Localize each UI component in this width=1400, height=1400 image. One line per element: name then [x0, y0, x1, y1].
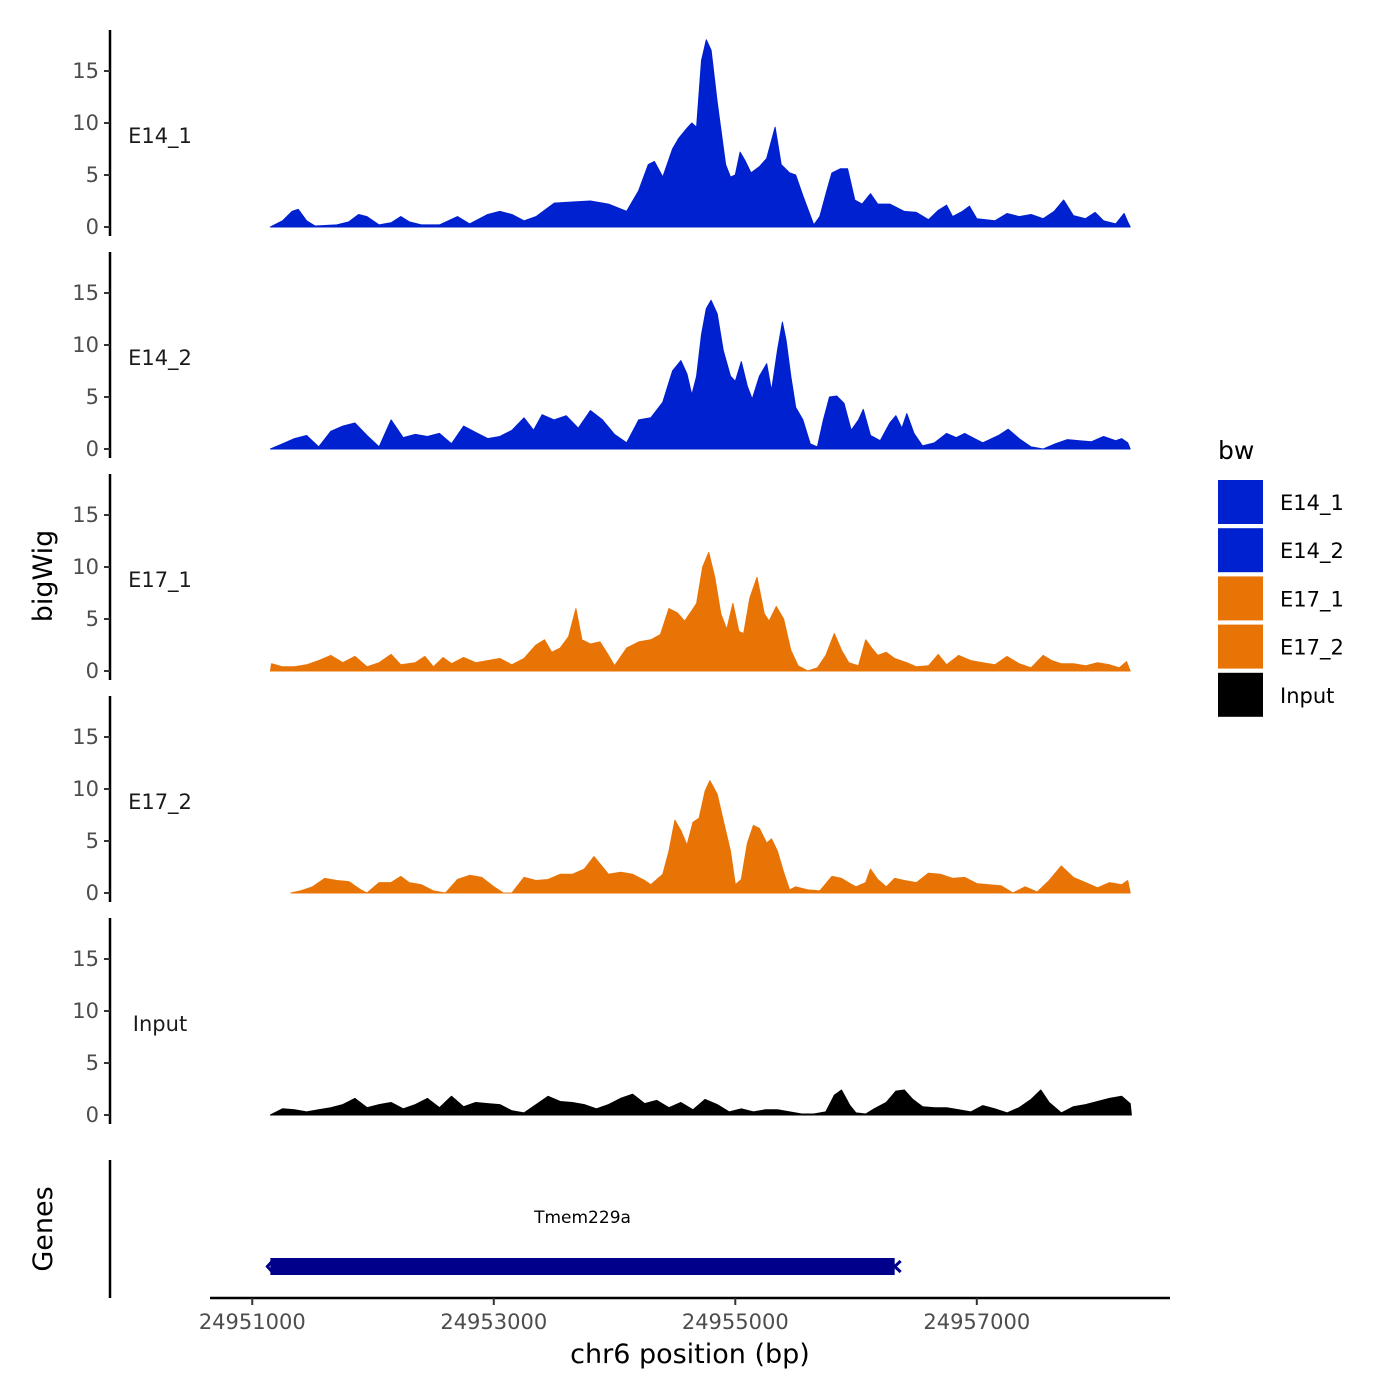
track-label: E17_1 — [128, 568, 192, 593]
y-tick-label: 15 — [72, 503, 99, 527]
legend: bw E14_1 E14_2 E17_1 E17_2 Input — [1218, 436, 1344, 717]
legend-label: Input — [1280, 684, 1334, 708]
legend-swatch — [1218, 624, 1263, 669]
y-tick-label: 0 — [86, 215, 99, 239]
y-tick-label: 0 — [86, 437, 99, 461]
y-tick-label: 5 — [86, 1051, 99, 1075]
y-axis-title: bigWig — [28, 530, 59, 623]
y-tick-label: 15 — [72, 281, 99, 305]
legend-title: bw — [1218, 436, 1254, 465]
signal-area-e14_2 — [269, 299, 1131, 450]
y-tick-label: 10 — [72, 555, 99, 579]
legend-swatch — [1218, 576, 1263, 621]
legend-label: E17_2 — [1280, 636, 1344, 661]
legend-label: E14_2 — [1280, 539, 1344, 564]
track-label: E14_2 — [128, 346, 192, 371]
x-tick-label: 24951000 — [199, 1310, 306, 1334]
gene-tmem229a: Tmem229a — [265, 1208, 902, 1275]
legend-item-e14_1: E14_1 — [1218, 480, 1344, 524]
legend-swatch — [1218, 672, 1263, 717]
x-axis-title: chr6 position (bp) — [570, 1339, 810, 1370]
x-axis: 24951000 24953000 24955000 24957000 — [199, 1296, 1170, 1334]
signal-tracks: 0 5 10 15 E14_1 0 5 10 15 E14_2 0 5 10 15 E17_1 0 5 10 15 E… — [72, 30, 1132, 1127]
legend-label: E14_1 — [1280, 491, 1344, 516]
legend-item-input: Input — [1218, 672, 1334, 717]
track-e14_2: 0 5 10 15 E14_2 — [72, 252, 1131, 461]
y-tick-label: 0 — [86, 881, 99, 905]
track-input: 0 5 10 15 Input — [72, 918, 1132, 1127]
gene-body — [270, 1258, 895, 1275]
y-tick-label: 10 — [72, 999, 99, 1023]
track-e17_2: 0 5 10 15 E17_2 — [72, 696, 1131, 905]
track-label: E14_1 — [128, 124, 192, 149]
x-tick-label: 24953000 — [440, 1310, 547, 1334]
track-label: Input — [133, 1012, 187, 1036]
track-label: E17_2 — [128, 790, 192, 815]
legend-item-e17_1: E17_1 — [1218, 576, 1344, 621]
y-tick-label: 10 — [72, 111, 99, 135]
track-e17_1: 0 5 10 15 E17_1 — [72, 474, 1131, 683]
strand-arrow-icon — [265, 1259, 274, 1274]
x-tick-label: 24957000 — [923, 1310, 1030, 1334]
y-tick-label: 10 — [72, 333, 99, 357]
y-tick-label: 5 — [86, 607, 99, 631]
y-tick-label: 10 — [72, 777, 99, 801]
signal-area-input — [269, 1089, 1132, 1116]
genes-track: Tmem229a — [108, 1160, 902, 1298]
y-tick-label: 5 — [86, 163, 99, 187]
legend-swatch — [1218, 528, 1263, 573]
y-tick-label: 0 — [86, 659, 99, 683]
legend-label: E17_1 — [1280, 587, 1344, 612]
y-tick-label: 15 — [72, 59, 99, 83]
strand-arrow-icon — [892, 1259, 902, 1274]
signal-area-e17_1 — [269, 551, 1131, 672]
signal-area-e14_1 — [269, 39, 1131, 228]
legend-swatch — [1218, 480, 1263, 524]
y-tick-label: 15 — [72, 947, 99, 971]
y-tick-label: 0 — [86, 1103, 99, 1127]
genes-axis-title: Genes — [28, 1186, 59, 1271]
legend-item-e17_2: E17_2 — [1218, 624, 1344, 669]
x-tick-label: 24955000 — [682, 1310, 789, 1334]
gene-name: Tmem229a — [533, 1208, 631, 1228]
track-e14_1: 0 5 10 15 E14_1 — [72, 30, 1131, 239]
y-tick-label: 5 — [86, 385, 99, 409]
signal-area-e17_2 — [290, 780, 1131, 894]
y-tick-label: 15 — [72, 725, 99, 749]
y-tick-label: 5 — [86, 829, 99, 853]
legend-item-e14_2: E14_2 — [1218, 528, 1344, 573]
